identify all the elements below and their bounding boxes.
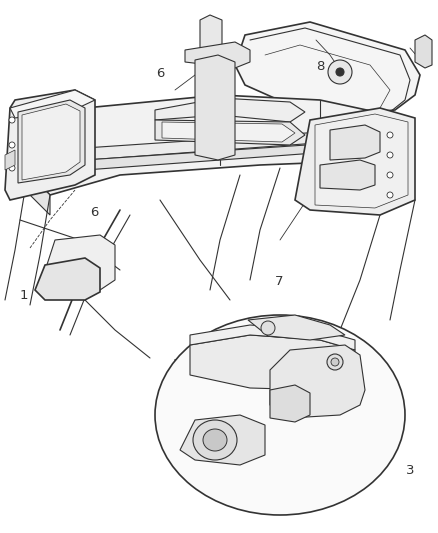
Polygon shape <box>190 325 354 350</box>
Polygon shape <box>247 315 344 340</box>
Ellipse shape <box>193 420 237 460</box>
Polygon shape <box>42 235 115 290</box>
Text: 1: 1 <box>20 289 28 302</box>
Polygon shape <box>180 415 265 465</box>
Polygon shape <box>414 35 431 68</box>
Polygon shape <box>184 42 249 68</box>
Polygon shape <box>269 385 309 422</box>
Circle shape <box>9 117 15 123</box>
Polygon shape <box>314 114 407 208</box>
Circle shape <box>330 358 338 366</box>
Polygon shape <box>55 140 382 172</box>
Polygon shape <box>155 98 304 122</box>
Text: 6: 6 <box>155 67 164 80</box>
Text: 8: 8 <box>315 60 324 73</box>
Ellipse shape <box>202 429 226 451</box>
Polygon shape <box>155 120 304 145</box>
Polygon shape <box>329 125 379 160</box>
Polygon shape <box>269 345 364 418</box>
Text: 5: 5 <box>311 478 320 490</box>
Circle shape <box>261 321 274 335</box>
Text: 2: 2 <box>169 424 177 437</box>
Circle shape <box>386 172 392 178</box>
Circle shape <box>9 142 15 148</box>
Polygon shape <box>190 335 354 390</box>
Circle shape <box>205 22 215 32</box>
Text: 3: 3 <box>405 464 414 477</box>
Polygon shape <box>319 160 374 190</box>
Text: 7: 7 <box>274 275 283 288</box>
Polygon shape <box>22 104 80 180</box>
Circle shape <box>212 76 219 84</box>
Circle shape <box>386 152 392 158</box>
Polygon shape <box>294 108 414 215</box>
Polygon shape <box>25 170 50 215</box>
Polygon shape <box>18 100 85 183</box>
Circle shape <box>386 192 392 198</box>
Polygon shape <box>234 22 419 115</box>
Circle shape <box>335 68 343 76</box>
Polygon shape <box>5 90 95 200</box>
Polygon shape <box>5 150 15 170</box>
Circle shape <box>212 96 219 104</box>
Polygon shape <box>35 258 100 300</box>
Text: 6: 6 <box>90 206 99 219</box>
Circle shape <box>386 132 392 138</box>
Polygon shape <box>10 90 95 118</box>
Circle shape <box>326 354 342 370</box>
Ellipse shape <box>155 315 404 515</box>
Circle shape <box>212 136 219 144</box>
Polygon shape <box>55 128 384 162</box>
Polygon shape <box>194 55 234 160</box>
Circle shape <box>9 165 15 171</box>
Circle shape <box>212 116 219 124</box>
Polygon shape <box>200 15 222 55</box>
Polygon shape <box>162 122 294 142</box>
Circle shape <box>327 60 351 84</box>
Polygon shape <box>384 140 394 182</box>
Polygon shape <box>25 95 394 195</box>
